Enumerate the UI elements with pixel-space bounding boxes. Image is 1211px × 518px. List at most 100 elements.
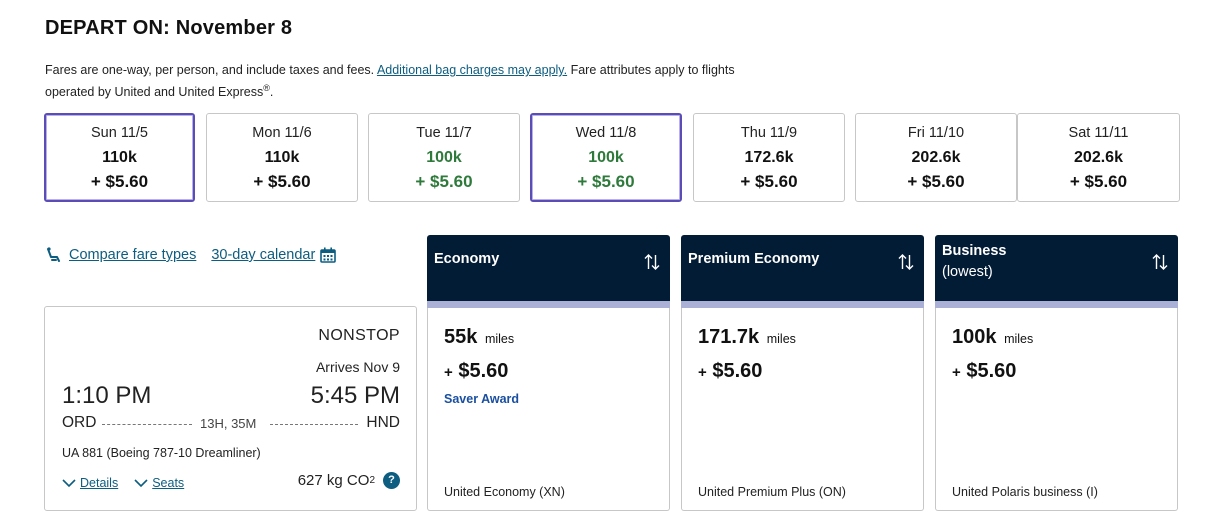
date-label: Wed 11/8 — [575, 125, 637, 141]
date-tax: + $5.60 — [415, 172, 473, 191]
fare-tax-value: $5.60 — [966, 360, 1017, 382]
date-card-tue-11-7[interactable]: Tue 11/7 100k + $5.60 — [368, 113, 520, 202]
date-label: Sun 11/5 — [91, 125, 148, 141]
cabin-title: Economy — [434, 251, 500, 267]
seat-icon — [47, 247, 60, 262]
date-card-sun-11-5[interactable]: Sun 11/5 110k + $5.60 — [44, 113, 195, 202]
date-card-thu-11-9[interactable]: Thu 11/9 172.6k + $5.60 — [693, 113, 845, 202]
flight-links: Details Seats — [62, 476, 184, 490]
fare-note-attributes: Fare attributes apply to flights operate… — [45, 63, 735, 100]
date-tax: + $5.60 — [90, 172, 149, 191]
chevron-down-icon[interactable] — [134, 478, 148, 488]
cabin-color-bar — [681, 301, 924, 308]
stops-label: NONSTOP — [318, 327, 400, 344]
fare-plus: + — [952, 364, 961, 381]
fare-tools: Compare fare types 30-day calendar — [45, 246, 337, 264]
fare-plus: + — [698, 364, 707, 381]
date-card-wed-11-8[interactable]: Wed 11/8 100k + $5.60 — [530, 113, 682, 202]
sort-arrows-icon[interactable] — [1152, 253, 1168, 271]
calendar-link[interactable]: 30-day calendar — [211, 247, 316, 263]
co2-emissions: 627 kg CO 2 ? — [298, 472, 400, 489]
seats-link[interactable]: Seats — [152, 476, 185, 490]
cabin-header-economy[interactable]: Economy — [427, 235, 670, 301]
date-miles: 202.6k — [911, 149, 961, 166]
fare-class: United Polaris business (I) — [952, 485, 1098, 499]
cabin-column-business: Business (lowest) 100k miles + $5.60 Uni… — [935, 235, 1178, 511]
cabin-subtitle: (lowest) — [942, 264, 993, 280]
date-label: Mon 11/6 — [252, 125, 312, 141]
cabin-header-premium-economy[interactable]: Premium Economy — [681, 235, 924, 301]
fare-miles-value: 55k — [444, 326, 478, 348]
co2-value: 627 kg CO — [297, 472, 370, 489]
fare-note-text: Fares are one-way, per person, and inclu… — [45, 63, 375, 77]
cabin-column-premium-economy: Premium Economy 171.7k miles + $5.60 Uni… — [681, 235, 924, 511]
fare-miles-unit: miles — [1004, 332, 1034, 346]
departure-time: 1:10 PM — [62, 382, 152, 409]
help-icon[interactable]: ? — [383, 472, 400, 489]
arrival-date: Arrives Nov 9 — [315, 359, 400, 375]
date-selector: Sun 11/5 110k + $5.60 Mon 11/6 110k + $5… — [44, 113, 1180, 202]
co2-subscript: 2 — [369, 475, 375, 486]
date-miles: 110k — [264, 149, 300, 166]
fare-tax-value: $5.60 — [458, 360, 509, 382]
cabin-header-business[interactable]: Business (lowest) — [935, 235, 1178, 301]
date-card-sat-11-11[interactable]: Sat 11/11 202.6k + $5.60 — [1017, 113, 1180, 202]
date-label: Tue 11/7 — [416, 125, 472, 141]
date-miles: 100k — [426, 149, 462, 166]
fare-miles-value: 171.7k — [698, 326, 760, 348]
date-card-fri-11-10[interactable]: Fri 11/10 202.6k + $5.60 — [855, 113, 1017, 202]
page-title: DEPART ON: November 8 — [45, 17, 293, 39]
fare-plus: + — [444, 364, 453, 381]
fare-tax: + $5.60 — [698, 360, 762, 383]
destination-airport: HND — [366, 414, 400, 431]
fare-tax: + $5.60 — [444, 360, 508, 383]
date-miles: 172.6k — [744, 149, 794, 166]
fare-miles-unit: miles — [484, 332, 515, 346]
date-tax: + $5.60 — [1069, 172, 1128, 191]
fare-note: Fares are one-way, per person, and inclu… — [45, 61, 765, 101]
date-card-mon-11-6[interactable]: Mon 11/6 110k + $5.60 — [206, 113, 358, 202]
route-line: ORD 13H, 35M HND — [62, 414, 400, 434]
route-dash-left — [102, 424, 192, 425]
details-link[interactable]: Details — [80, 476, 119, 490]
fare-option-economy[interactable]: 55k miles + $5.60 Saver Award United Eco… — [427, 308, 670, 511]
saver-award-label: Saver Award — [444, 392, 520, 406]
date-miles: 202.6k — [1074, 149, 1123, 166]
fare-class: United Premium Plus (ON) — [698, 485, 846, 499]
flight-card: NONSTOP Arrives Nov 9 1:10 PM 5:45 PM OR… — [44, 306, 417, 511]
fare-class: United Economy (XN) — [444, 485, 565, 499]
date-tax: + $5.60 — [907, 172, 965, 191]
compare-fare-types-link[interactable]: Compare fare types — [69, 247, 197, 263]
date-label: Fri 11/10 — [907, 125, 965, 141]
sort-arrows-icon[interactable] — [898, 253, 914, 271]
fare-miles-value: 100k — [952, 326, 997, 348]
cabin-color-bar — [427, 301, 670, 308]
date-label: Thu 11/9 — [740, 125, 798, 141]
cabin-title: Business (lowest) — [942, 241, 1006, 283]
date-tax: + $5.60 — [577, 172, 635, 191]
cabin-color-bar — [935, 301, 1178, 308]
cabin-title-text: Business — [942, 243, 1007, 259]
sort-arrows-icon[interactable] — [644, 253, 660, 271]
flight-duration: 13H, 35M — [200, 416, 257, 431]
date-label: Sat 11/11 — [1068, 125, 1129, 141]
origin-airport: ORD — [62, 414, 97, 431]
date-tax: + $5.60 — [253, 172, 311, 191]
flight-number: UA 881 (Boeing 787-10 Dreamliner) — [62, 446, 261, 460]
date-miles: 110k — [102, 149, 137, 166]
fare-option-premium-economy[interactable]: 171.7k miles + $5.60 United Premium Plus… — [681, 308, 924, 511]
bag-charges-link[interactable]: Additional bag charges may apply. — [376, 63, 568, 77]
arrival-time: 5:45 PM — [310, 382, 400, 409]
fare-option-business[interactable]: 100k miles + $5.60 United Polaris busine… — [935, 308, 1178, 511]
fare-miles: 100k miles — [952, 326, 1033, 349]
fare-miles-unit: miles — [766, 332, 796, 346]
calendar-icon[interactable] — [320, 247, 337, 263]
chevron-down-icon[interactable] — [62, 478, 76, 488]
route-dash-right — [270, 424, 358, 425]
fare-miles: 55k miles — [444, 326, 514, 349]
cabin-column-economy: Economy 55k miles + $5.60 Saver Award Un… — [427, 235, 670, 511]
fare-miles: 171.7k miles — [698, 326, 796, 349]
date-tax: + $5.60 — [740, 172, 798, 191]
fare-tax: + $5.60 — [952, 360, 1016, 383]
fare-note-end: . — [269, 85, 274, 100]
